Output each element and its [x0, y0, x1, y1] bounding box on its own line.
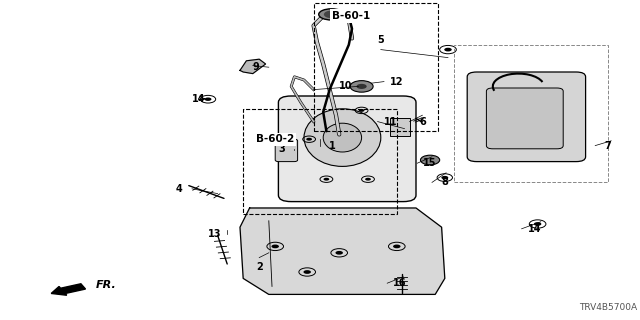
Text: 8: 8: [442, 177, 448, 188]
Text: 10: 10: [339, 81, 353, 92]
Bar: [314, 3, 438, 131]
Circle shape: [356, 84, 367, 89]
Text: B-60-1: B-60-1: [332, 11, 370, 21]
Text: 15: 15: [423, 158, 437, 168]
Bar: [390, 118, 410, 136]
Circle shape: [323, 178, 329, 180]
Text: B-60-2: B-60-2: [256, 134, 294, 144]
Circle shape: [420, 155, 440, 165]
Circle shape: [307, 138, 312, 141]
FancyArrow shape: [51, 284, 86, 295]
Ellipse shape: [319, 9, 344, 20]
Text: 2: 2: [256, 262, 262, 272]
Circle shape: [335, 251, 343, 255]
Text: 7: 7: [605, 140, 611, 151]
Text: 1: 1: [330, 140, 336, 151]
Circle shape: [534, 222, 541, 226]
Bar: [454, 45, 608, 182]
Text: FR.: FR.: [96, 280, 116, 290]
Circle shape: [442, 176, 448, 179]
Bar: [243, 109, 397, 214]
Circle shape: [393, 244, 401, 248]
Text: 9: 9: [253, 62, 259, 72]
Text: 3: 3: [278, 144, 285, 154]
Text: 11: 11: [383, 116, 397, 127]
FancyBboxPatch shape: [486, 88, 563, 149]
Text: 14: 14: [191, 94, 205, 104]
Text: 12: 12: [390, 76, 404, 87]
Circle shape: [271, 244, 279, 248]
Circle shape: [358, 109, 365, 112]
Text: 16: 16: [393, 278, 407, 288]
Text: TRV4B5700A: TRV4B5700A: [579, 303, 637, 312]
Circle shape: [444, 48, 452, 52]
Circle shape: [324, 11, 339, 18]
FancyBboxPatch shape: [278, 96, 416, 202]
Polygon shape: [240, 208, 445, 294]
Text: 4: 4: [176, 184, 182, 194]
FancyBboxPatch shape: [467, 72, 586, 162]
Text: 13: 13: [207, 228, 221, 239]
Text: 6: 6: [419, 116, 426, 127]
Ellipse shape: [304, 109, 381, 166]
Polygon shape: [240, 59, 266, 74]
Text: 14: 14: [527, 224, 541, 234]
Circle shape: [365, 178, 371, 180]
Ellipse shape: [323, 123, 362, 152]
Text: 5: 5: [378, 35, 384, 45]
Circle shape: [205, 98, 211, 101]
Circle shape: [303, 270, 311, 274]
FancyBboxPatch shape: [275, 139, 298, 162]
Circle shape: [350, 81, 373, 92]
